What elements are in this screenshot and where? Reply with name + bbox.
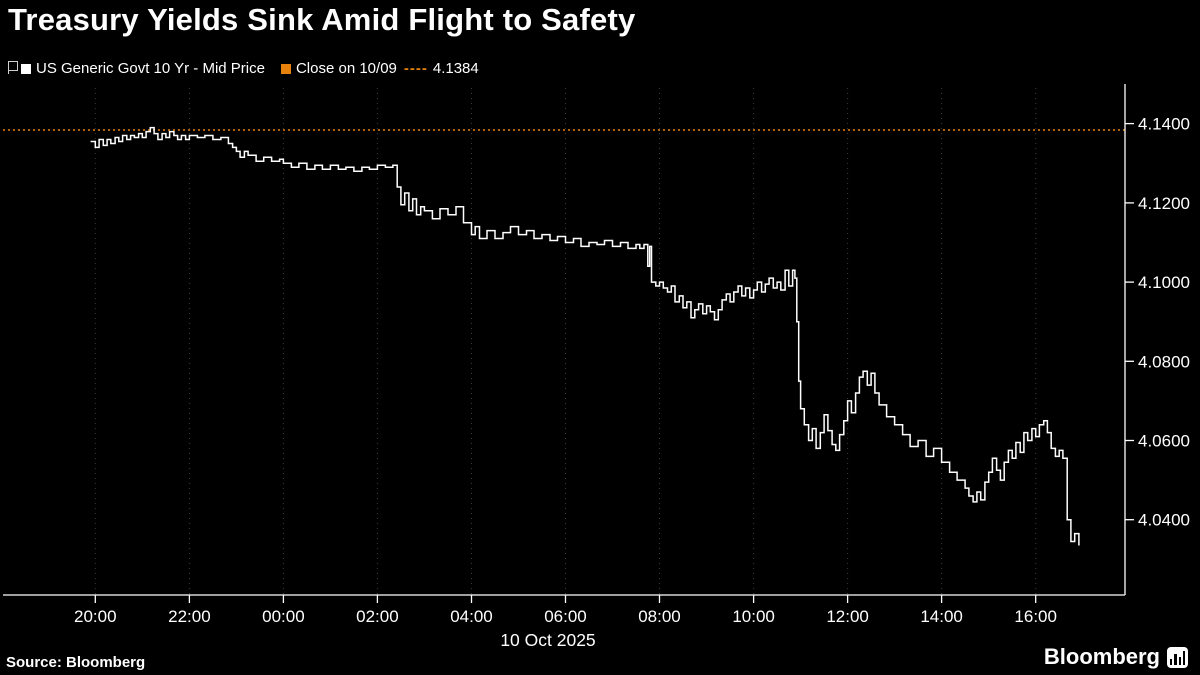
source-credit: Source: Bloomberg	[6, 654, 146, 671]
x-tick-label: 20:00	[74, 607, 117, 626]
legend: US Generic Govt 10 Yr - Mid Price Close …	[8, 60, 479, 77]
close-label: Close on 10/09	[295, 60, 397, 77]
x-tick-label: 16:00	[1014, 607, 1057, 626]
close-swatch-icon	[280, 63, 291, 74]
bloomberg-logo-text: Bloomberg	[1043, 644, 1160, 669]
bloomberg-logo-icon	[1167, 646, 1188, 668]
y-tick-label: 4.1200	[1138, 194, 1190, 213]
x-tick-label: 06:00	[544, 607, 587, 626]
x-axis-date-label: 10 Oct 2025	[500, 630, 595, 650]
x-tick-label: 14:00	[920, 607, 963, 626]
x-tick-label: 08:00	[638, 607, 681, 626]
y-tick-label: 4.0600	[1138, 432, 1190, 451]
annotation-flag-icon	[8, 60, 18, 74]
page-title: Treasury Yields Sink Amid Flight to Safe…	[8, 2, 636, 37]
price-line	[90, 126, 1080, 546]
y-tick-label: 4.0400	[1138, 511, 1190, 530]
bloomberg-logo: Bloomberg	[1044, 644, 1188, 670]
x-tick-label: 12:00	[826, 607, 869, 626]
x-tick-label: 22:00	[168, 607, 211, 626]
y-tick-label: 4.0800	[1138, 352, 1190, 371]
y-tick-label: 4.1000	[1138, 273, 1190, 292]
y-tick-label: 4.1400	[1138, 115, 1190, 134]
close-dashes: ----	[403, 60, 428, 77]
close-value: 4.1384	[432, 60, 479, 77]
x-tick-label: 10:00	[732, 607, 775, 626]
x-tick-label: 00:00	[262, 607, 305, 626]
series-label: US Generic Govt 10 Yr - Mid Price	[36, 60, 265, 77]
x-tick-label: 04:00	[450, 607, 493, 626]
x-tick-label: 02:00	[356, 607, 399, 626]
series-swatch-icon	[21, 63, 31, 74]
